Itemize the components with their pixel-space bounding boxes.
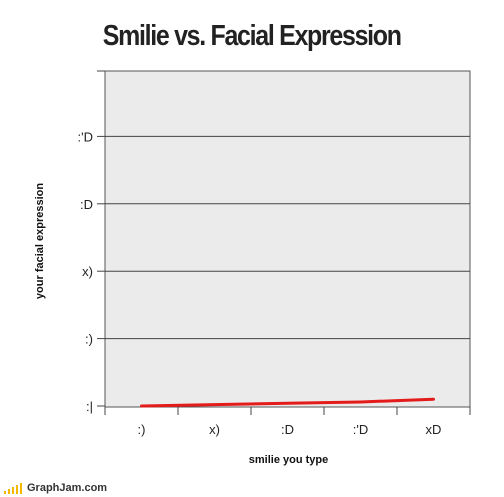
y-tick-label: :D bbox=[80, 197, 93, 212]
y-axis-title: your facial expression bbox=[34, 183, 46, 299]
x-axis-title: smilie you type bbox=[249, 454, 328, 466]
chart-title: Smilie vs. Facial Expression bbox=[102, 20, 402, 52]
plot-background bbox=[104, 70, 471, 408]
site-footer: GraphJam.com bbox=[4, 480, 107, 494]
plot-area: :|:) x) :D :'D:) x) :D :'D xD bbox=[78, 70, 471, 437]
x-tick-label: xD bbox=[426, 422, 442, 437]
x-tick-label: :D bbox=[281, 422, 294, 437]
y-tick-label: x) bbox=[82, 264, 93, 279]
y-tick-label: :'D bbox=[78, 129, 93, 144]
x-tick-label: x) bbox=[209, 422, 220, 437]
y-tick-label: :| bbox=[86, 399, 93, 414]
series-line bbox=[140, 397, 435, 408]
graphjam-logo-icon bbox=[4, 482, 24, 494]
site-name: GraphJam.com bbox=[27, 482, 108, 494]
x-tick-label: :) bbox=[138, 422, 146, 437]
x-tick-label: :'D bbox=[353, 422, 368, 437]
y-tick-label: :) bbox=[85, 332, 93, 347]
